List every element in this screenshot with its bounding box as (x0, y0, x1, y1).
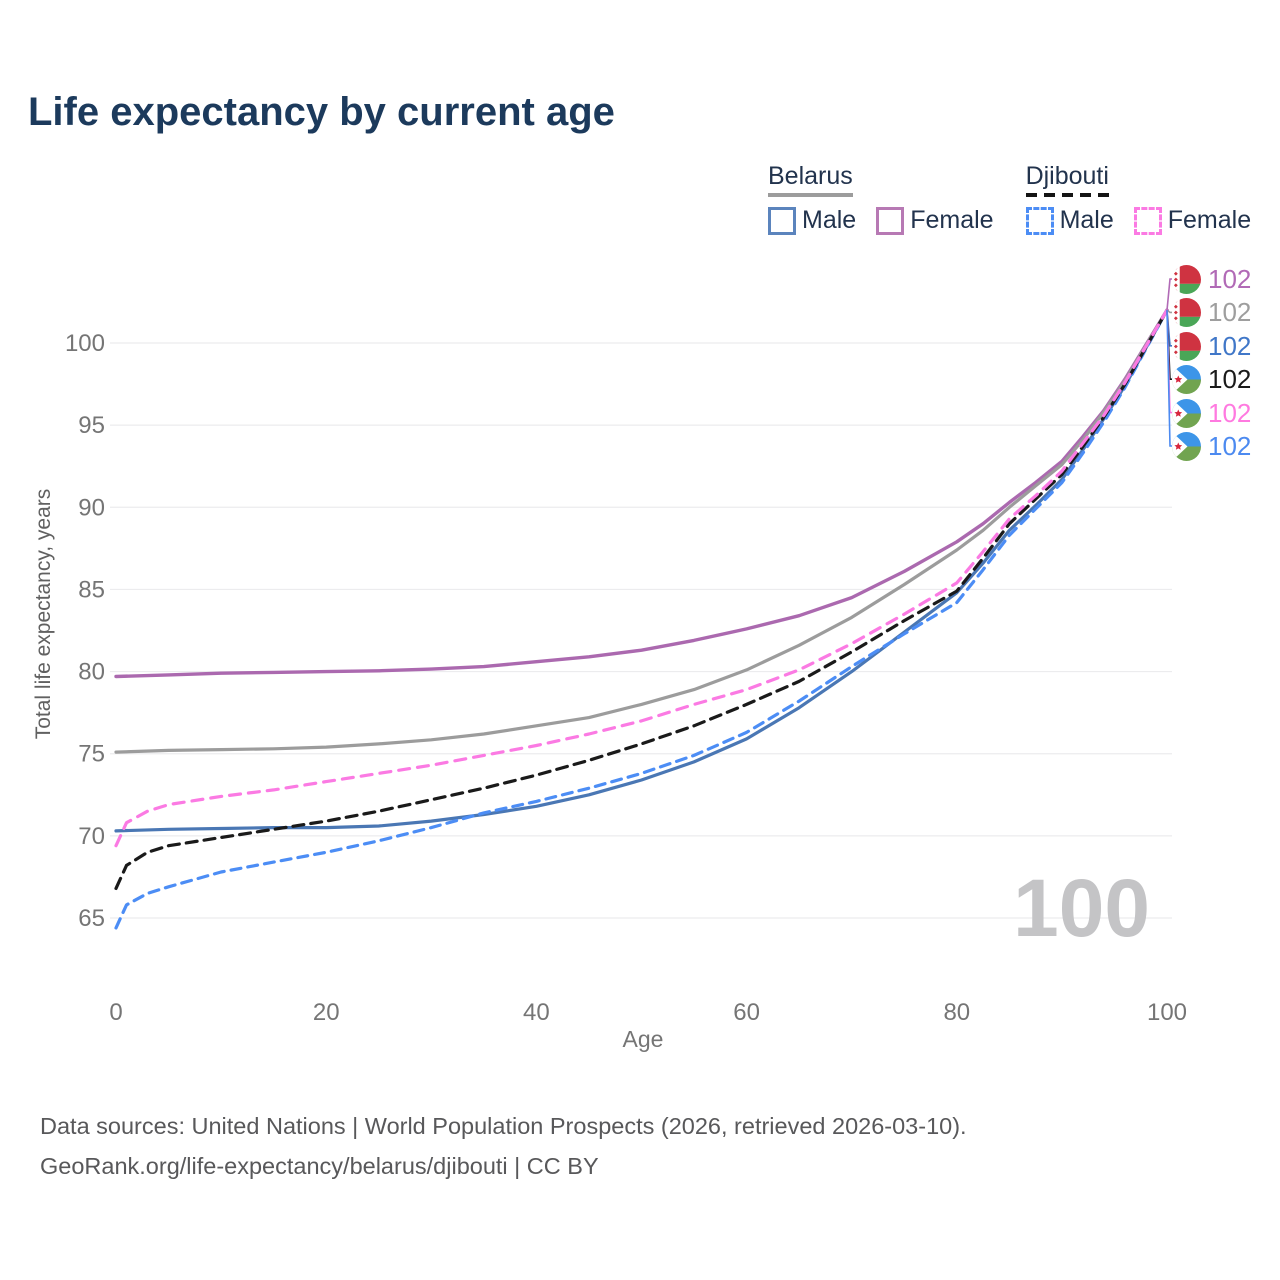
attribution-line: GeoRank.org/life-expectancy/belarus/djib… (40, 1153, 599, 1179)
age-counter-watermark: 100 (1013, 863, 1150, 954)
djibouti-male-swatch-icon (1025, 206, 1054, 235)
svg-text:0: 0 (109, 999, 122, 1026)
belarus-flag-icon (1172, 264, 1201, 294)
djibouti-female-swatch-icon (1133, 206, 1162, 235)
svg-text:70: 70 (78, 823, 105, 850)
svg-text:80: 80 (78, 659, 105, 686)
endpoint-value: 102 (1208, 330, 1252, 361)
legend: Belarus Male Female Djibouti Male (768, 162, 1251, 235)
belarus-flag-icon (1172, 297, 1201, 327)
svg-text:60: 60 (733, 999, 760, 1026)
endpoint-label-belarus-female: 102 (1172, 264, 1251, 294)
data-sources-line: Data sources: United Nations | World Pop… (40, 1113, 967, 1139)
belarus-flag-icon (1172, 331, 1201, 361)
belarus-line-style-sample (768, 193, 853, 197)
page-title: Life expectancy by current age (28, 90, 615, 134)
belarus-female-swatch-icon (876, 206, 905, 235)
legend-item-label: Female (1167, 206, 1252, 234)
legend-group-belarus: Belarus Male Female (768, 162, 994, 235)
svg-text:100: 100 (65, 330, 105, 357)
endpoint-label-djibouti-female: 102 (1172, 398, 1251, 428)
svg-text:90: 90 (78, 494, 105, 521)
svg-text:80: 80 (943, 999, 970, 1026)
chart-plot-area[interactable]: 65 70 75 80 85 90 95 100 0 20 40 60 80 100 (0, 0, 1280, 1070)
legend-item-djibouti-female[interactable]: Female (1133, 206, 1252, 235)
legend-country-label: Djibouti (1025, 162, 1109, 190)
djibouti-flag-icon (1172, 398, 1201, 428)
svg-text:100: 100 (1147, 999, 1187, 1026)
endpoint-label-djibouti-total: 102 (1172, 364, 1251, 394)
legend-item-belarus-male[interactable]: Male (768, 206, 856, 235)
x-axis-title: Age (622, 1026, 664, 1052)
endpoint-label-belarus-total: 102 (1172, 297, 1251, 327)
legend-group-djibouti: Djibouti Male Female (1025, 162, 1252, 235)
djibouti-line-style-sample (1025, 193, 1109, 197)
y-axis-title: Total life expectancy, years (32, 488, 55, 740)
djibouti-flag-icon (1172, 364, 1201, 394)
legend-country-belarus[interactable]: Belarus (768, 162, 853, 197)
endpoint-value: 102 (1208, 263, 1252, 294)
endpoint-value: 102 (1208, 296, 1252, 327)
legend-item-belarus-female[interactable]: Female (876, 206, 994, 235)
belarus-male-swatch-icon (768, 206, 796, 235)
endpoint-value: 102 (1208, 430, 1252, 461)
svg-text:95: 95 (78, 412, 105, 439)
svg-text:65: 65 (78, 905, 105, 932)
svg-text:75: 75 (78, 741, 105, 768)
legend-item-label: Male (1059, 206, 1114, 234)
legend-item-label: Female (910, 206, 994, 234)
legend-item-djibouti-male[interactable]: Male (1025, 206, 1114, 235)
endpoint-value: 102 (1208, 363, 1252, 394)
svg-text:40: 40 (523, 999, 550, 1026)
djibouti-flag-icon (1172, 431, 1201, 461)
legend-country-label: Belarus (768, 162, 853, 190)
endpoint-value: 102 (1208, 397, 1252, 428)
endpoint-label-belarus-male: 102 (1172, 331, 1251, 361)
svg-text:20: 20 (313, 999, 340, 1026)
endpoint-label-djibouti-male: 102 (1172, 431, 1251, 461)
legend-country-djibouti[interactable]: Djibouti (1025, 162, 1109, 197)
svg-text:85: 85 (78, 576, 105, 603)
legend-item-label: Male (802, 206, 857, 234)
footer: Data sources: United Nations | World Pop… (40, 1106, 967, 1186)
